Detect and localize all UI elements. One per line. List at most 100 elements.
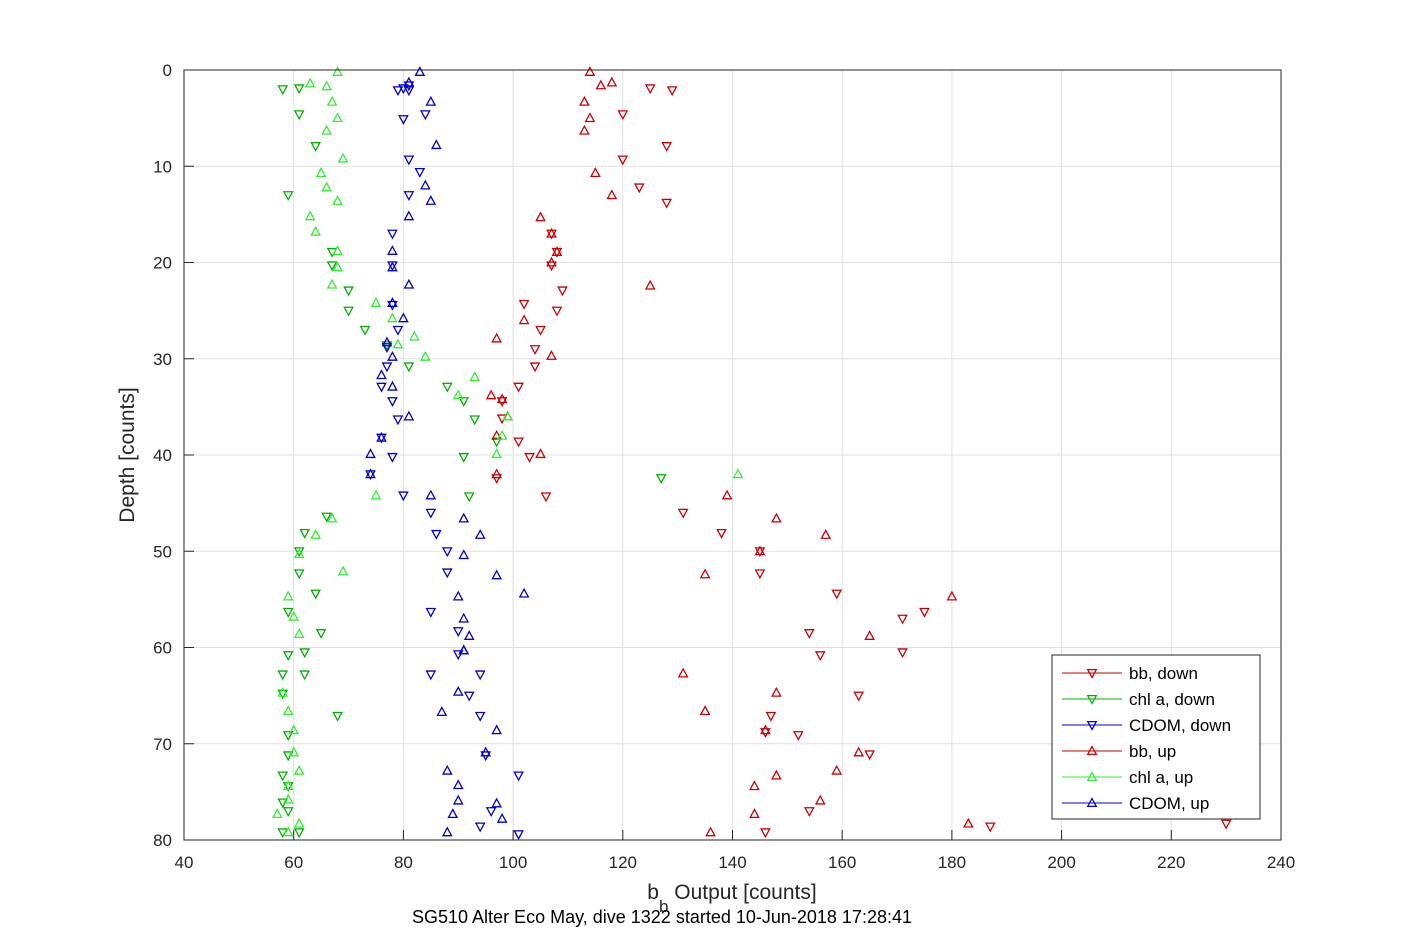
data-point bbox=[474, 670, 486, 681]
data-point bbox=[458, 612, 470, 623]
data-point bbox=[425, 195, 437, 205]
data-point bbox=[365, 448, 376, 459]
data-point bbox=[771, 769, 782, 780]
x-tick-label: 120 bbox=[609, 853, 637, 872]
data-point bbox=[293, 547, 305, 558]
data-point bbox=[502, 410, 513, 421]
data-point bbox=[458, 452, 470, 463]
legend-entry: chl a, up bbox=[1062, 768, 1193, 787]
x-tick-label: 200 bbox=[1047, 853, 1075, 872]
y-tick-label: 60 bbox=[153, 639, 172, 658]
data-point bbox=[282, 607, 294, 618]
data-point bbox=[551, 306, 563, 317]
data-point bbox=[595, 79, 607, 90]
y-tick-label: 10 bbox=[153, 157, 172, 176]
data-point bbox=[984, 822, 996, 833]
data-point bbox=[381, 336, 393, 347]
legend-entry: CDOM, up bbox=[1062, 794, 1209, 813]
data-point bbox=[513, 437, 524, 448]
data-point bbox=[617, 110, 629, 121]
data-point bbox=[513, 830, 524, 841]
data-point bbox=[469, 371, 481, 382]
data-point bbox=[387, 350, 398, 361]
data-point bbox=[310, 225, 322, 236]
legend-label: bb, up bbox=[1129, 742, 1176, 761]
data-point bbox=[387, 380, 398, 391]
data-point bbox=[606, 189, 618, 200]
data-point bbox=[771, 512, 782, 523]
legend-label: CDOM, down bbox=[1129, 716, 1231, 735]
data-point bbox=[820, 529, 832, 539]
data-point bbox=[403, 191, 415, 201]
data-point bbox=[332, 261, 343, 272]
data-point bbox=[381, 343, 393, 354]
data-point bbox=[491, 437, 503, 448]
data-point bbox=[425, 670, 437, 681]
data-point bbox=[524, 452, 535, 463]
data-point bbox=[699, 705, 711, 716]
y-tick-label: 80 bbox=[153, 831, 172, 850]
data-point bbox=[293, 764, 305, 775]
data-point bbox=[282, 807, 294, 817]
data-point bbox=[310, 142, 322, 152]
data-point bbox=[749, 780, 760, 791]
data-point bbox=[419, 350, 431, 361]
data-point bbox=[485, 807, 497, 817]
data-point bbox=[897, 614, 908, 625]
data-point bbox=[749, 808, 760, 819]
data-point bbox=[617, 155, 629, 166]
data-point bbox=[387, 312, 398, 323]
legend-entry: bb, down bbox=[1062, 664, 1198, 683]
data-point bbox=[332, 66, 343, 76]
data-point bbox=[469, 415, 481, 426]
data-point bbox=[370, 297, 382, 307]
data-point bbox=[853, 691, 865, 702]
data-point bbox=[282, 651, 294, 662]
data-point bbox=[387, 452, 398, 463]
data-point bbox=[403, 278, 415, 289]
data-point bbox=[321, 80, 332, 91]
data-point bbox=[387, 261, 398, 272]
y-axis-ticks: 0 10 20 30 40 50 60 70 80 bbox=[153, 61, 194, 850]
data-point bbox=[491, 797, 503, 808]
data-point bbox=[376, 431, 387, 442]
data-point bbox=[387, 229, 398, 240]
data-point bbox=[546, 350, 557, 360]
data-point bbox=[403, 362, 415, 373]
data-point bbox=[392, 415, 404, 426]
data-point bbox=[496, 812, 508, 823]
legend-label: chl a, down bbox=[1129, 690, 1215, 709]
data-point bbox=[760, 724, 771, 735]
data-point bbox=[321, 124, 332, 135]
data-point bbox=[1220, 819, 1232, 830]
data-point bbox=[633, 183, 645, 194]
legend-label: chl a, up bbox=[1129, 768, 1193, 787]
data-point bbox=[304, 77, 316, 88]
data-point bbox=[332, 195, 343, 205]
data-point bbox=[387, 297, 398, 307]
data-point bbox=[496, 397, 508, 407]
data-point bbox=[557, 286, 568, 297]
data-point bbox=[315, 167, 327, 178]
data-point bbox=[732, 468, 744, 479]
x-axis-label-subscript: b bbox=[659, 897, 668, 916]
data-point bbox=[277, 670, 289, 681]
data-point bbox=[403, 86, 415, 97]
data-point bbox=[293, 569, 305, 580]
data-point bbox=[864, 750, 875, 761]
legend-marker bbox=[1086, 668, 1098, 679]
data-point bbox=[403, 410, 415, 421]
data-point bbox=[513, 771, 524, 782]
data-point bbox=[661, 142, 673, 152]
data-point bbox=[458, 549, 470, 560]
data-point bbox=[491, 429, 503, 440]
data-point bbox=[946, 590, 958, 601]
legend-marker bbox=[1086, 797, 1098, 808]
x-tick-label: 240 bbox=[1267, 853, 1295, 872]
data-point bbox=[409, 330, 420, 341]
y-tick-label: 50 bbox=[153, 542, 172, 561]
data-point bbox=[579, 124, 590, 135]
data-point bbox=[831, 764, 843, 775]
data-point bbox=[293, 84, 305, 95]
y-tick-label: 0 bbox=[163, 61, 172, 80]
